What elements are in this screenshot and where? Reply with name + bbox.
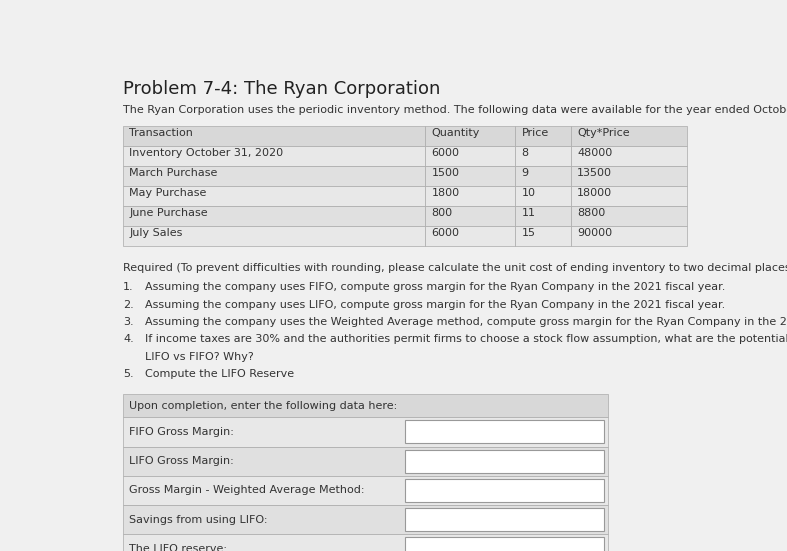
Bar (124, 394, 608, 417)
Bar (124, 126, 426, 146)
Text: 5.: 5. (124, 369, 134, 379)
Text: If income taxes are 30% and the authorities permit firms to choose a stock flow : If income taxes are 30% and the authorit… (145, 334, 787, 344)
Text: 800: 800 (431, 208, 453, 218)
Bar (426, 226, 515, 246)
Text: 8: 8 (522, 148, 529, 158)
Text: LIFO vs FIFO? Why?: LIFO vs FIFO? Why? (145, 352, 253, 362)
Bar (405, 420, 604, 444)
Text: 15: 15 (522, 228, 535, 238)
Text: 3.: 3. (124, 317, 134, 327)
Bar (124, 417, 608, 446)
Text: 2.: 2. (124, 300, 134, 310)
Text: Qty*Price: Qty*Price (578, 128, 630, 138)
Text: 18000: 18000 (578, 188, 612, 198)
Text: Inventory October 31, 2020: Inventory October 31, 2020 (129, 148, 283, 158)
Text: 9: 9 (522, 168, 529, 178)
Text: 8800: 8800 (578, 208, 605, 218)
Text: March Purchase: March Purchase (129, 168, 218, 178)
Text: Price: Price (522, 128, 549, 138)
Bar (571, 126, 687, 146)
Bar (124, 505, 608, 534)
Bar (515, 146, 571, 166)
Bar (571, 226, 687, 246)
Text: 48000: 48000 (578, 148, 612, 158)
Text: Upon completion, enter the following data here:: Upon completion, enter the following dat… (129, 401, 397, 410)
Text: The Ryan Corporation uses the periodic inventory method. The following data were: The Ryan Corporation uses the periodic i… (124, 105, 787, 115)
Text: 1.: 1. (124, 283, 134, 293)
Bar (405, 537, 604, 551)
Text: Gross Margin - Weighted Average Method:: Gross Margin - Weighted Average Method: (129, 485, 365, 495)
Text: Transaction: Transaction (129, 128, 194, 138)
Text: Assuming the company uses LIFO, compute gross margin for the Ryan Company in the: Assuming the company uses LIFO, compute … (145, 300, 725, 310)
Text: 6000: 6000 (431, 148, 460, 158)
Bar (571, 206, 687, 226)
Text: The LIFO reserve:: The LIFO reserve: (129, 544, 227, 551)
Text: 11: 11 (522, 208, 535, 218)
Bar (515, 206, 571, 226)
Bar (571, 146, 687, 166)
Text: June Purchase: June Purchase (129, 208, 208, 218)
Bar (405, 508, 604, 531)
Text: Required (To prevent difficulties with rounding, please calculate the unit cost : Required (To prevent difficulties with r… (124, 263, 787, 273)
Bar (426, 146, 515, 166)
Text: July Sales: July Sales (129, 228, 183, 238)
Bar (124, 206, 426, 226)
Bar (426, 166, 515, 186)
Bar (571, 186, 687, 206)
Bar (426, 206, 515, 226)
Text: May Purchase: May Purchase (129, 188, 207, 198)
Bar (405, 450, 604, 473)
Bar (124, 146, 426, 166)
Bar (124, 476, 608, 505)
Text: 4.: 4. (124, 334, 134, 344)
Bar (124, 226, 426, 246)
Bar (515, 186, 571, 206)
Text: Problem 7-4: The Ryan Corporation: Problem 7-4: The Ryan Corporation (124, 80, 441, 98)
Text: 1800: 1800 (431, 188, 460, 198)
Text: Compute the LIFO Reserve: Compute the LIFO Reserve (145, 369, 294, 379)
Text: FIFO Gross Margin:: FIFO Gross Margin: (129, 427, 235, 437)
Bar (426, 126, 515, 146)
Text: Assuming the company uses FIFO, compute gross margin for the Ryan Company in the: Assuming the company uses FIFO, compute … (145, 283, 726, 293)
Text: Quantity: Quantity (431, 128, 480, 138)
Bar (124, 534, 608, 551)
Text: 10: 10 (522, 188, 535, 198)
Bar (515, 126, 571, 146)
Bar (124, 166, 426, 186)
Bar (124, 446, 608, 476)
Text: LIFO Gross Margin:: LIFO Gross Margin: (129, 456, 234, 466)
Text: 6000: 6000 (431, 228, 460, 238)
Text: 13500: 13500 (578, 168, 612, 178)
Bar (405, 479, 604, 502)
Bar (515, 166, 571, 186)
Text: 1500: 1500 (431, 168, 460, 178)
Bar (124, 186, 426, 206)
Bar (515, 226, 571, 246)
Text: Assuming the company uses the Weighted Average method, compute gross margin for : Assuming the company uses the Weighted A… (145, 317, 787, 327)
Text: 90000: 90000 (578, 228, 612, 238)
Text: Savings from using LIFO:: Savings from using LIFO: (129, 515, 268, 525)
Bar (426, 186, 515, 206)
Bar (571, 166, 687, 186)
